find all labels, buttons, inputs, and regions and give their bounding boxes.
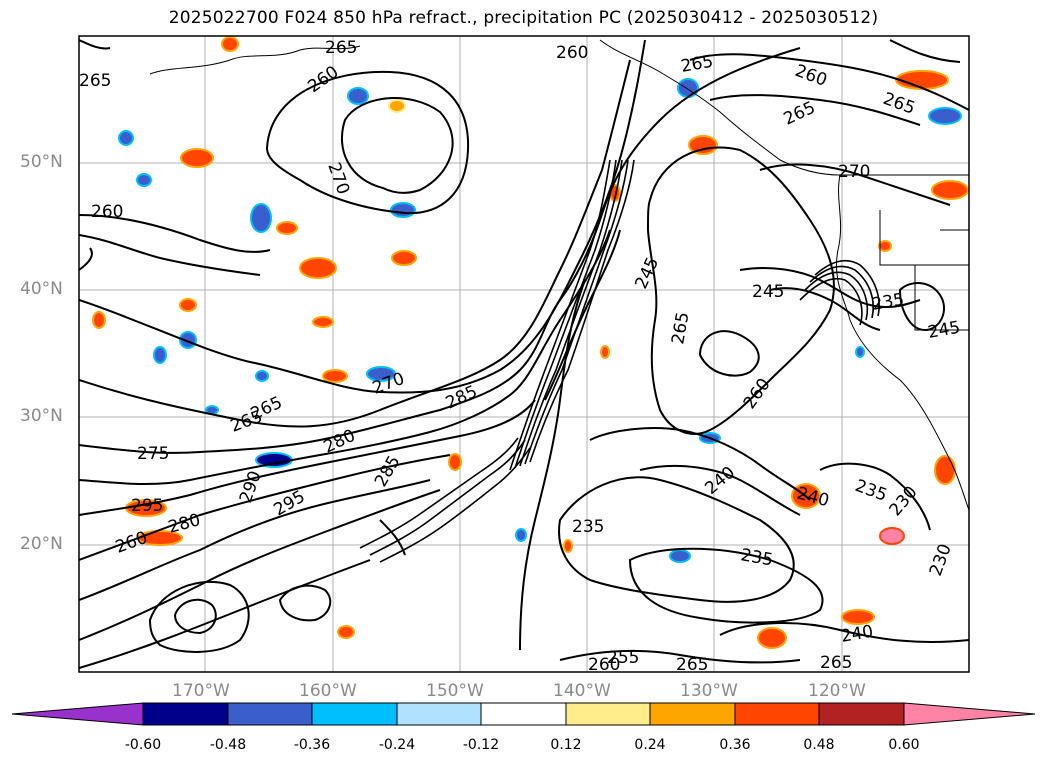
colorbar-bin: [142, 702, 229, 726]
lon-label: 150°W: [426, 681, 484, 701]
lat-label: 30°N: [20, 406, 63, 426]
precip-blob: [179, 298, 197, 312]
precip-blob: [312, 316, 334, 328]
front-contours: [359, 159, 880, 563]
precip-blob-neg: [255, 370, 269, 382]
precip-blob: [841, 609, 875, 625]
precip-blob: [563, 539, 573, 553]
colorbar-tick: -0.36: [293, 737, 331, 753]
precip-blob-neg: [347, 87, 369, 105]
contour-label: 295: [131, 496, 163, 516]
contour-label: 235: [572, 517, 604, 537]
precip-blob: [878, 240, 892, 252]
precip-blob-neg: [928, 107, 962, 125]
precip-blob: [895, 70, 949, 90]
lon-label: 120°W: [808, 681, 866, 701]
precip-blob-neg: [669, 549, 691, 563]
precip-blob: [337, 625, 355, 639]
precip-blob-neg: [855, 346, 865, 358]
contour-label: 275: [137, 444, 169, 464]
refractivity-contours: [79, 39, 969, 669]
colorbar-extend-low: [11, 702, 144, 726]
colorbar-tick: 0.48: [803, 737, 835, 753]
precip-blob-neg: [118, 130, 134, 146]
precip-blob-neg: [136, 173, 152, 187]
precip-blob-neg: [255, 452, 293, 468]
contour-label: 255: [607, 648, 639, 668]
contour-label: 260: [588, 655, 620, 675]
contour-label: 270: [838, 162, 870, 182]
precip-blob: [879, 527, 905, 545]
lat-label: 40°N: [20, 279, 63, 299]
colorbar-bin: [311, 702, 398, 726]
colorbar-tick: -0.60: [124, 737, 162, 753]
colorbar-bin: [818, 702, 905, 726]
precip-blob: [299, 257, 337, 279]
lon-label: 130°W: [680, 681, 738, 701]
colorbar-tick: -0.48: [209, 737, 247, 753]
precip-blob: [391, 250, 417, 266]
contour-label: 265: [79, 71, 111, 91]
colorbar-tick: 0.12: [550, 737, 582, 753]
contour-label: 265: [325, 38, 357, 58]
precip-blob: [600, 345, 610, 359]
colorbar-bin: [565, 702, 651, 726]
contour-label: 265: [820, 653, 852, 673]
colorbar-bin: [649, 702, 736, 726]
precip-blob-neg: [515, 528, 527, 542]
colorbar-bin: [396, 702, 482, 726]
precip-blob: [931, 180, 969, 200]
map-background: [79, 36, 969, 672]
colorbar-tick: -0.12: [462, 737, 500, 753]
contour-label: 245: [752, 282, 784, 302]
precip-blob-neg: [153, 346, 167, 364]
precip-blob: [276, 221, 298, 235]
precip-shading: [92, 36, 969, 649]
colorbar-tick: -0.24: [378, 737, 416, 753]
precip-blob-neg: [390, 202, 416, 218]
colorbar-tick: 0.60: [888, 737, 920, 753]
precip-blob: [934, 455, 956, 485]
precip-blob-neg: [250, 203, 272, 233]
precip-blob: [757, 627, 787, 649]
colorbar-extend-high: [903, 702, 1036, 726]
colorbar: [11, 702, 1036, 726]
precip-blob-neg: [366, 366, 396, 382]
precip-blob: [688, 135, 718, 155]
contour-label: 265: [676, 655, 708, 675]
lat-label: 20°N: [20, 534, 63, 554]
lon-label: 170°W: [172, 681, 230, 701]
colorbar-tick: 0.24: [634, 737, 666, 753]
precip-blob: [180, 148, 214, 168]
lat-label: 50°N: [20, 152, 63, 172]
contour-label: 260: [556, 43, 588, 63]
precip-blob: [322, 369, 348, 383]
precip-blob: [221, 36, 239, 52]
contour-label: 260: [91, 202, 123, 222]
colorbar-bin: [734, 702, 820, 726]
chart-title: 2025022700 F024 850 hPa refract., precip…: [168, 8, 879, 28]
lon-label: 160°W: [299, 681, 357, 701]
colorbar-bin: [480, 702, 567, 726]
colorbar-bin: [227, 702, 313, 726]
colorbar-tick: 0.36: [719, 737, 751, 753]
lon-label: 140°W: [553, 681, 611, 701]
precip-blob: [92, 311, 106, 329]
precip-blob: [388, 99, 406, 113]
precip-blob: [448, 453, 462, 471]
map-frame: [78, 35, 970, 673]
